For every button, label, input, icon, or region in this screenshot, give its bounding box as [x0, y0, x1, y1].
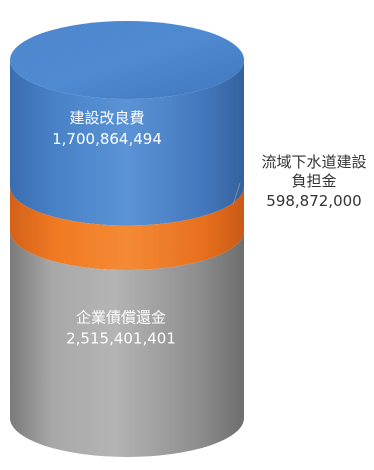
segment-bond-repayment — [10, 230, 244, 457]
cylinder-top-cap — [10, 21, 244, 99]
segment-label-name-sewer-burden-line2: 負担金 — [291, 172, 336, 190]
segment-label-name-construction: 建設改良費 — [69, 109, 144, 127]
segment-label-value-sewer-burden: 598,872,000 — [266, 192, 361, 210]
segment-label-name-sewer-burden-line1: 流域下水道建設 — [261, 153, 366, 171]
segment-label-value-bond-repayment: 2,515,401,401 — [66, 329, 176, 347]
segment-sewer-burden — [10, 186, 244, 270]
segment-label-name-bond-repayment: 企業債償還金 — [76, 308, 166, 326]
segment-label-value-construction: 1,700,864,494 — [52, 130, 162, 148]
segment-construction — [10, 60, 244, 226]
leader-line-sewer-burden — [232, 182, 241, 206]
